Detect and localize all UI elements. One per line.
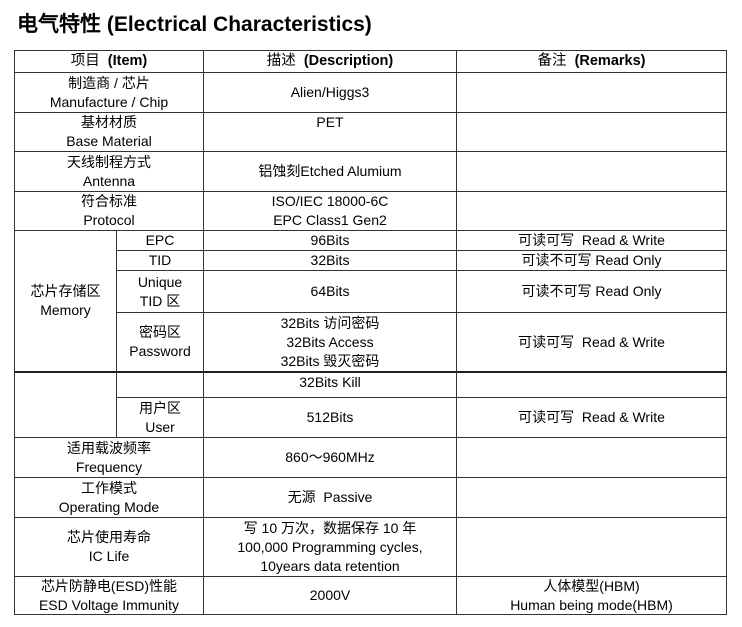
- sub-unique-tid: Unique TID 区: [116, 270, 204, 313]
- item-en: ESD Voltage Immunity: [38, 596, 180, 613]
- remark-tid: 可读不可写 Read Only: [456, 250, 727, 271]
- desc-password: 32Bits 访问密码 32Bits Access 32Bits 毁灭密码: [203, 312, 457, 372]
- item-cn: 天线制程方式: [67, 153, 151, 170]
- sub-label: Password: [129, 343, 191, 359]
- header-item: 项目 (Item): [14, 50, 204, 73]
- desc-base-material: PET: [203, 112, 457, 152]
- remark-protocol: [456, 191, 727, 231]
- item-cn: 芯片使用寿命: [67, 529, 151, 545]
- item-en: Base Material: [66, 133, 152, 149]
- remark-base-material: [456, 112, 727, 152]
- remark-frequency: [456, 437, 727, 478]
- header-desc-en: (Description): [303, 53, 394, 69]
- header-item-en: (Item): [107, 53, 148, 69]
- desc-line: EPC Class1 Gen2: [273, 212, 387, 228]
- desc-line: 32Bits Access: [286, 333, 374, 350]
- item-frequency: 适用载波频率 Frequency: [14, 437, 204, 478]
- header-remarks: 备注 (Remarks): [456, 50, 727, 73]
- remark-esd: 人体模型(HBM) Human being mode(HBM): [456, 576, 727, 615]
- desc-epc: 96Bits: [203, 230, 457, 251]
- remark-password: 可读可写 Read & Write: [456, 312, 727, 372]
- sub-password-cont: [116, 371, 204, 398]
- desc-line: 10years data retention: [260, 557, 400, 574]
- remark-kill: [456, 371, 727, 398]
- item-esd: 芯片防静电(ESD)性能 ESD Voltage Immunity: [14, 576, 204, 615]
- item-en: Protocol: [83, 212, 135, 228]
- desc-ic-life: 写 10 万次，数据保存 10 年 100,000 Programming cyc…: [203, 517, 457, 577]
- desc-protocol: ISO/IEC 18000-6C EPC Class1 Gen2: [203, 191, 457, 231]
- desc-line: 100,000 Programming cycles,: [237, 538, 423, 555]
- desc-unique-tid: 64Bits: [203, 270, 457, 313]
- sub-label: Unique: [137, 273, 183, 290]
- page-title: 电气特性 (Electrical Characteristics): [17, 13, 372, 36]
- desc-line: ISO/IEC 18000-6C: [271, 193, 389, 209]
- item-en: Operating Mode: [58, 498, 160, 515]
- header-desc-cn: 描述: [266, 53, 296, 69]
- item-cn: 适用载波频率: [67, 439, 151, 456]
- desc-antenna: 铝蚀刻Etched Alumium: [203, 151, 457, 192]
- desc-operating-mode: 无源 Passive: [203, 477, 457, 518]
- header-rem-en: (Remarks): [574, 53, 646, 69]
- sub-label: 密码区: [139, 324, 181, 340]
- remark-user: 可读可写 Read & Write: [456, 397, 727, 438]
- header-item-cn: 项目: [70, 53, 100, 69]
- desc-line: 32Bits 访问密码: [280, 314, 380, 331]
- sub-label: 用户区: [139, 399, 181, 416]
- item-protocol: 符合标准 Protocol: [14, 191, 204, 231]
- desc-manufacture: Alien/Higgs3: [203, 72, 457, 113]
- item-en: IC Life: [88, 548, 130, 564]
- item-manufacture: 制造商 / 芯片 Manufacture / Chip: [14, 72, 204, 113]
- sub-label: TID 区: [139, 292, 181, 309]
- remark-epc: 可读可写 Read & Write: [456, 230, 727, 251]
- remark-manufacture: [456, 72, 727, 113]
- item-memory-cont: [14, 371, 117, 438]
- remark-ic-life: [456, 517, 727, 577]
- item-base-material: 基材材质 Base Material: [14, 112, 204, 152]
- remark-antenna: [456, 151, 727, 192]
- desc-line: 32Bits 毁灭密码: [280, 352, 380, 369]
- item-cn: 基材材质: [81, 114, 137, 130]
- desc-user: 512Bits: [203, 397, 457, 438]
- item-en: Frequency: [75, 458, 143, 475]
- sub-epc: EPC: [116, 230, 204, 251]
- desc-frequency: 860～960MHz: [203, 437, 457, 478]
- item-memory: 芯片存储区 Memory: [14, 230, 117, 372]
- item-operating-mode: 工作模式 Operating Mode: [14, 477, 204, 518]
- item-cn: 制造商 / 芯片: [68, 74, 150, 91]
- item-en: Memory: [40, 302, 91, 318]
- desc-line: 写 10 万次，数据保存 10 年: [243, 519, 417, 536]
- item-en: Manufacture / Chip: [49, 93, 169, 110]
- sub-password: 密码区 Password: [116, 312, 204, 372]
- desc-esd: 2000V: [203, 576, 457, 615]
- desc-kill: 32Bits Kill: [203, 371, 457, 398]
- remark-line: 人体模型(HBM): [543, 577, 640, 594]
- item-cn: 符合标准: [81, 193, 137, 209]
- item-ic-life: 芯片使用寿命 IC Life: [14, 517, 204, 577]
- desc-tid: 32Bits: [203, 250, 457, 271]
- remark-operating-mode: [456, 477, 727, 518]
- item-en: Antenna: [82, 172, 136, 189]
- item-cn: 芯片存储区: [30, 283, 101, 299]
- sub-user: 用户区 User: [116, 397, 204, 438]
- item-cn: 芯片防静电(ESD)性能: [40, 577, 178, 594]
- remark-unique-tid: 可读不可写 Read Only: [456, 270, 727, 313]
- header-rem-cn: 备注: [537, 53, 567, 69]
- sub-tid: TID: [116, 250, 204, 271]
- remark-line: Human being mode(HBM): [510, 596, 673, 613]
- sub-label: User: [145, 418, 175, 435]
- item-cn: 工作模式: [81, 479, 137, 496]
- header-description: 描述 (Description): [203, 50, 457, 73]
- item-antenna: 天线制程方式 Antenna: [14, 151, 204, 192]
